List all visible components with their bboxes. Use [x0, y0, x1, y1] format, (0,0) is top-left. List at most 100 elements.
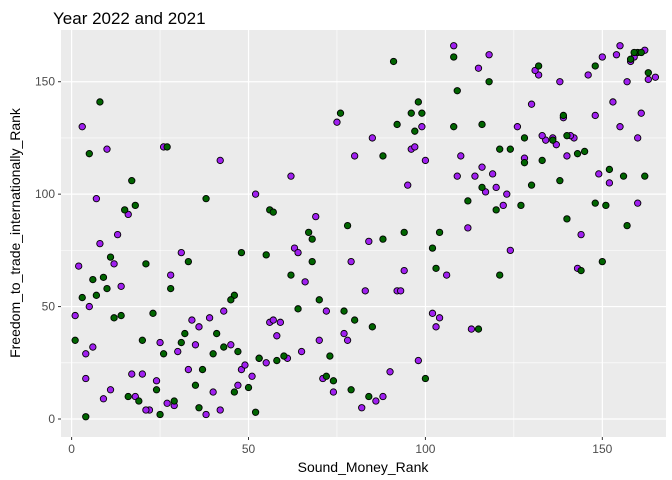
data-point: [365, 392, 373, 401]
x-tick-label: 0: [68, 442, 75, 456]
data-point: [322, 372, 331, 380]
data-point: [96, 98, 104, 106]
data-point: [82, 413, 90, 421]
data-point: [634, 134, 642, 142]
data-point: [170, 397, 178, 405]
data-point: [474, 64, 483, 72]
y-tick-label: 150: [35, 75, 55, 89]
data-point: [407, 109, 415, 117]
data-point: [623, 221, 631, 230]
data-point: [626, 55, 635, 63]
y-tick-label: 0: [48, 412, 55, 426]
data-point: [89, 343, 97, 351]
data-point: [379, 235, 387, 243]
data-point: [478, 183, 486, 192]
data-point: [138, 370, 147, 378]
data-point: [177, 338, 185, 347]
data-point: [237, 248, 246, 257]
data-point: [474, 325, 483, 333]
data-point: [82, 350, 90, 358]
y-tick-label: 100: [35, 187, 55, 201]
data-point: [234, 381, 242, 389]
data-point: [255, 354, 263, 362]
data-point: [209, 350, 217, 358]
data-point: [563, 152, 571, 160]
data-point: [216, 156, 224, 165]
data-point: [358, 404, 366, 412]
data-point: [630, 48, 638, 57]
data-point: [496, 271, 504, 279]
data-point: [340, 329, 348, 338]
data-point: [156, 338, 164, 347]
data-point: [464, 197, 472, 205]
data-point: [598, 257, 606, 266]
data-point: [478, 120, 486, 129]
data-point: [287, 271, 295, 279]
data-point: [556, 78, 564, 86]
y-axis-title: Freedom_to_trade_internationally_Rank: [7, 107, 23, 358]
data-point: [276, 318, 285, 326]
data-point: [485, 78, 493, 86]
data-point: [142, 260, 150, 268]
data-point: [174, 347, 182, 356]
data-point: [142, 406, 150, 414]
series-2-points: [71, 48, 652, 421]
data-point: [251, 408, 260, 416]
data-point: [411, 127, 419, 135]
data-point: [428, 309, 437, 317]
x-axis-title: Sound_Money_Rank: [298, 459, 430, 475]
data-point: [591, 62, 599, 70]
grid-lines: [61, 30, 666, 437]
data-point: [368, 323, 376, 331]
data-point: [365, 237, 373, 246]
data-point: [248, 372, 256, 380]
data-point: [273, 332, 281, 340]
data-point: [113, 230, 122, 239]
data-point: [421, 374, 430, 383]
data-point: [92, 194, 101, 203]
data-point: [181, 329, 189, 338]
data-point: [573, 150, 582, 158]
data-point: [450, 42, 458, 50]
data-point: [598, 53, 606, 61]
data-point: [442, 271, 451, 279]
data-point: [538, 156, 546, 165]
data-point: [559, 111, 568, 120]
data-point: [453, 87, 461, 95]
data-point: [333, 118, 341, 126]
data-point: [287, 172, 295, 180]
data-point: [577, 230, 585, 239]
data-point: [78, 293, 86, 302]
data-point: [294, 248, 302, 257]
data-point: [623, 78, 631, 86]
data-point: [308, 257, 316, 266]
data-point: [117, 311, 125, 320]
data-point: [605, 179, 614, 187]
data-point: [71, 336, 79, 344]
data-point: [435, 314, 444, 322]
data-point: [329, 388, 338, 396]
data-points: [71, 42, 660, 421]
data-point: [92, 291, 101, 299]
data-point: [315, 296, 323, 304]
data-point: [379, 152, 387, 160]
axis-ticks: 0 50 100 150 0 50 100 150: [35, 75, 613, 456]
data-point: [312, 212, 320, 221]
data-point: [396, 287, 405, 295]
data-point: [651, 73, 660, 81]
data-point: [110, 260, 118, 268]
data-point: [336, 109, 345, 117]
data-point: [450, 53, 458, 61]
data-point: [414, 356, 422, 365]
data-point: [563, 215, 571, 223]
data-point: [506, 145, 514, 153]
data-point: [195, 404, 203, 412]
data-point: [478, 163, 486, 171]
data-point: [106, 253, 115, 261]
data-point: [527, 181, 536, 189]
data-point: [421, 156, 430, 165]
data-point: [159, 350, 168, 358]
data-point: [372, 397, 380, 405]
data-point: [450, 123, 458, 131]
data-point: [315, 336, 323, 344]
